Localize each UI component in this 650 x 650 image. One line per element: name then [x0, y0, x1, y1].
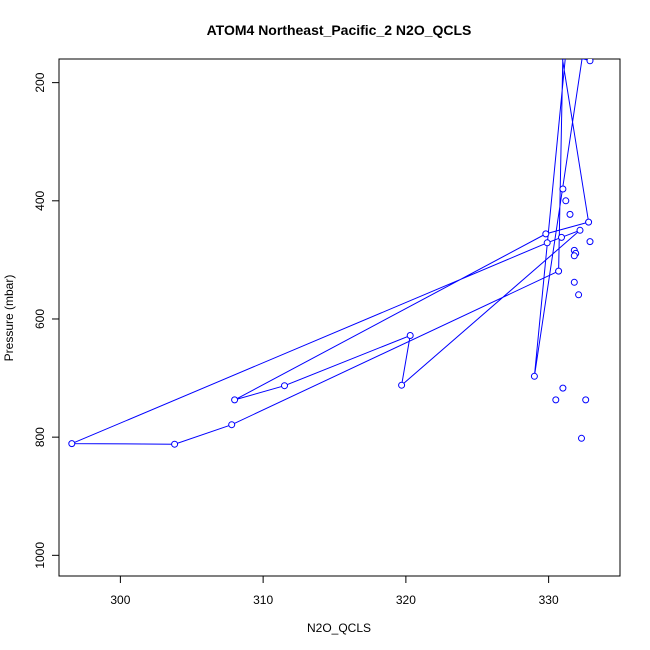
data-point: [586, 238, 594, 246]
data-point: [575, 291, 583, 299]
series-line-0: [71, 59, 591, 445]
y-tick-label: 600: [33, 309, 47, 329]
data-point: [552, 396, 560, 404]
data-point: [68, 440, 76, 448]
data-point: [559, 384, 567, 392]
data-point: [570, 278, 578, 286]
data-point: [281, 382, 288, 390]
data-point: [543, 239, 551, 247]
y-tick-label: 400: [33, 190, 47, 210]
data-point: [530, 372, 538, 380]
data-point: [228, 421, 236, 429]
data-point: [582, 396, 590, 404]
chart-title: ATOM4 Northeast_Pacific_2 N2O_QCLS: [207, 22, 472, 38]
data-point: [570, 252, 578, 260]
x-tick-label: 310: [253, 593, 273, 607]
y-tick-label: 800: [33, 427, 47, 447]
y-tick-label: 200: [33, 72, 47, 92]
data-point: [231, 396, 239, 404]
marker-layer: [68, 59, 594, 448]
plot-frame: [58, 58, 621, 577]
data-point: [171, 440, 179, 448]
x-tick-label: 330: [539, 593, 559, 607]
x-tick-label: 300: [110, 593, 130, 607]
data-point: [562, 197, 570, 205]
data-point: [542, 230, 550, 238]
y-tick-label: 1000: [33, 542, 47, 569]
series-layer: [71, 59, 591, 445]
x-axis: 300 310 320 330: [110, 576, 559, 607]
x-tick-label: 320: [396, 593, 416, 607]
data-point: [566, 210, 574, 218]
data-point: [398, 381, 406, 389]
data-point: [555, 267, 563, 275]
y-axis-label: Pressure (mbar): [2, 275, 16, 362]
x-axis-label: N2O_QCLS: [307, 621, 371, 635]
data-point: [406, 332, 414, 339]
data-point: [585, 218, 593, 226]
y-axis: 200 400 600 800 1000: [33, 72, 59, 569]
data-point: [559, 185, 567, 193]
data-point: [586, 59, 594, 65]
data-point: [558, 233, 565, 241]
data-point: [578, 434, 585, 442]
data-point: [576, 226, 584, 234]
